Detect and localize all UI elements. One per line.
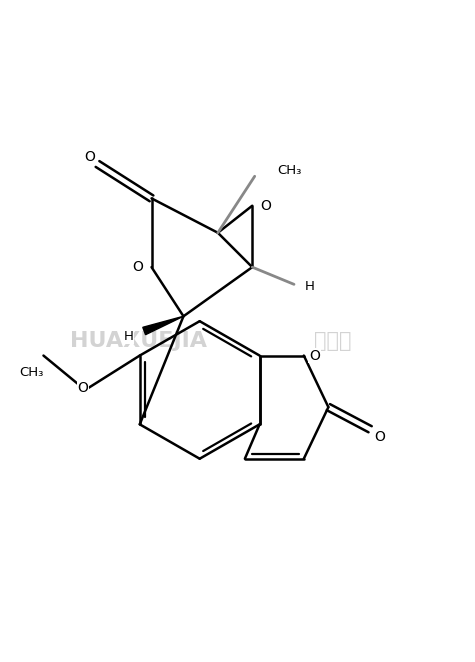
Text: O: O [133, 260, 143, 274]
Text: CH₃: CH₃ [277, 164, 301, 177]
Text: O: O [261, 199, 271, 213]
Text: H: H [305, 280, 314, 293]
Text: O: O [374, 430, 385, 444]
Text: O: O [77, 381, 88, 395]
Polygon shape [143, 316, 183, 335]
Text: CH₃: CH₃ [19, 366, 43, 379]
Text: HUAXUEJIA: HUAXUEJIA [70, 331, 208, 351]
Text: 化学加: 化学加 [314, 331, 351, 351]
Text: O: O [85, 150, 95, 164]
Text: H: H [124, 330, 133, 344]
Text: O: O [309, 349, 320, 363]
